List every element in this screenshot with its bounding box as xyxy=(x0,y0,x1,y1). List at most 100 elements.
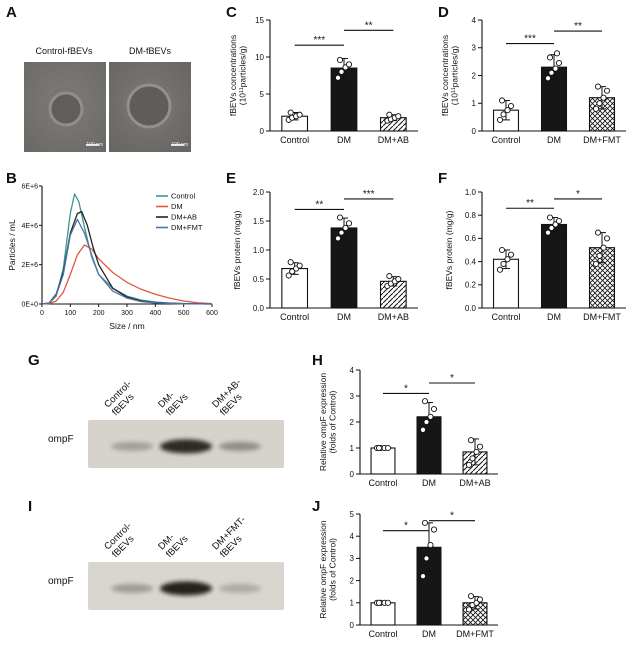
data-point xyxy=(427,413,434,420)
data-point xyxy=(504,107,511,114)
panel-e: E 0.0 0.5 1.0 1.5 2.0 fBEVs protein (mg/g) Con… xyxy=(222,162,434,344)
y-tick-label: 0 xyxy=(472,127,477,136)
y-tick-label: 1.0 xyxy=(465,188,477,197)
data-point xyxy=(334,74,342,81)
significance-stars: * xyxy=(404,521,408,532)
data-point xyxy=(594,229,602,236)
significance-stars: ** xyxy=(365,20,373,31)
lane-label-dm: DM- fBEVs xyxy=(156,389,191,418)
data-point xyxy=(423,418,430,426)
y-tick-label: 0.0 xyxy=(465,304,477,313)
significance-stars: * xyxy=(576,189,580,200)
category-label: DM xyxy=(337,312,351,322)
y-tick-label: 2.0 xyxy=(253,188,265,197)
data-point xyxy=(473,448,480,455)
data-point xyxy=(384,599,392,606)
data-point xyxy=(296,262,303,269)
significance-stars: * xyxy=(404,383,408,394)
y-tick-label: 15 xyxy=(255,16,264,25)
x-tick-label: 300 xyxy=(121,310,133,317)
data-point xyxy=(496,116,504,123)
chart-B: 0E+0 2E+6 4E+6 6E+6 0 100 200 300 400 500 600 Size … xyxy=(7,184,218,332)
lane-label-dm-ab: DM+AB- fBEVs xyxy=(210,376,245,418)
significance-stars: * xyxy=(450,373,454,384)
category-label: DM xyxy=(422,629,436,639)
x-axis-label: Size / nm xyxy=(109,321,144,331)
chart-E: 0.0 0.5 1.0 1.5 2.0 fBEVs protein (mg/g) Contr… xyxy=(232,188,418,322)
chart-D: 0 1 2 3 4 fBEVs concentrations (10¹¹particles/… xyxy=(440,16,626,145)
data-point xyxy=(395,275,402,283)
category-label: DM+AB xyxy=(378,312,409,322)
y-axis-label: fBEVs protein (mg/g) xyxy=(444,210,454,289)
data-point xyxy=(395,113,402,120)
category-label: DM+FMT xyxy=(583,135,621,145)
y-axis-label: Relative ompF expression xyxy=(318,520,328,619)
category-label: Control xyxy=(491,312,520,322)
data-point xyxy=(548,69,555,76)
panel-letter-e: E xyxy=(226,170,237,187)
data-point xyxy=(500,260,507,267)
y-tick-label: 4 xyxy=(350,366,355,375)
chart-F: 0.0 0.2 0.4 0.6 0.8 1.0 fBEVs protein (mg/g) Co… xyxy=(444,188,626,322)
series-DM xyxy=(41,244,213,305)
bar-chart-h: 0 1 2 3 4 Relative ompF expression (folds of C… xyxy=(318,356,504,504)
significance-stars: * xyxy=(450,511,454,522)
y-tick-label: 1 xyxy=(472,99,477,108)
significance-stars: *** xyxy=(524,34,536,45)
x-tick-label: 500 xyxy=(178,310,190,317)
bar-chart-e: 0.0 0.5 1.0 1.5 2.0 fBEVs protein (mg/g) Contr… xyxy=(228,178,424,338)
em-image-control-fbevs: 100 nm xyxy=(24,62,106,152)
series-DM+FMT xyxy=(41,218,213,305)
data-point xyxy=(375,444,383,452)
data-point xyxy=(345,220,353,227)
panel-letter-c: C xyxy=(226,4,237,21)
scale-bar-label: 100 nm xyxy=(86,142,103,148)
axes xyxy=(41,186,212,305)
legend-label: Control xyxy=(171,192,196,201)
y-tick-label: 4E+6 xyxy=(21,223,38,230)
panel-j: J 0 1 2 3 4 5 Relative ompF expression (folds o… xyxy=(310,490,520,659)
data-point xyxy=(384,444,392,452)
y-axis-label: fBEVs protein (mg/g) xyxy=(232,210,242,289)
category-label: DM+AB xyxy=(378,135,409,145)
data-point xyxy=(596,100,603,107)
bar-chart-j: 0 1 2 3 4 5 Relative ompF expression (folds of … xyxy=(318,500,504,655)
lane-label-dm: DM- fBEVs xyxy=(156,531,191,560)
data-point xyxy=(592,260,600,267)
blot-noise xyxy=(88,420,284,468)
em-caption-control: Control-fBEVs xyxy=(35,46,93,56)
data-point xyxy=(548,224,555,232)
em-image-dm-fbevs: 100 nm xyxy=(109,62,191,152)
lane-label-dm-fmt: DM+FMT- fBEVs xyxy=(210,514,249,560)
panel-a: A Control-fBEVs DM-fBEVs 100 nm xyxy=(0,0,220,162)
data-point xyxy=(504,256,511,263)
category-label: DM xyxy=(422,478,436,488)
bar-chart-c: 0 5 10 15 fBEVs concentrations (10¹¹particles… xyxy=(228,6,424,161)
y-tick-label: 0.4 xyxy=(465,257,477,266)
y-tick-label: 10 xyxy=(255,53,264,62)
data-point xyxy=(338,229,345,236)
y-axis-label: (10¹¹particles/g) xyxy=(450,46,460,106)
x-tick-label: 200 xyxy=(93,310,105,317)
y-tick-label: 0 xyxy=(350,470,355,479)
y-tick-label: 3 xyxy=(350,554,355,563)
panel-letter-d: D xyxy=(438,4,449,21)
y-tick-label: 2 xyxy=(472,71,477,80)
data-point xyxy=(287,259,294,266)
data-point xyxy=(386,273,393,280)
data-point xyxy=(296,111,303,118)
x-tick-label: 0 xyxy=(40,310,44,317)
chart-C: 0 5 10 15 fBEVs concentrations (10¹¹particles… xyxy=(228,16,418,145)
significance-stars: *** xyxy=(313,35,325,46)
data-point xyxy=(603,235,611,242)
y-tick-label: 0.8 xyxy=(465,211,477,220)
y-tick-label: 4 xyxy=(472,16,477,25)
data-point xyxy=(600,94,607,101)
panel-letter-i: I xyxy=(28,498,33,515)
data-point xyxy=(552,221,559,228)
data-point xyxy=(345,61,353,68)
category-label: DM+FMT xyxy=(456,629,494,639)
bar-Control xyxy=(370,447,396,475)
protein-label: ompF xyxy=(48,434,74,445)
significance-stars: *** xyxy=(363,189,375,200)
